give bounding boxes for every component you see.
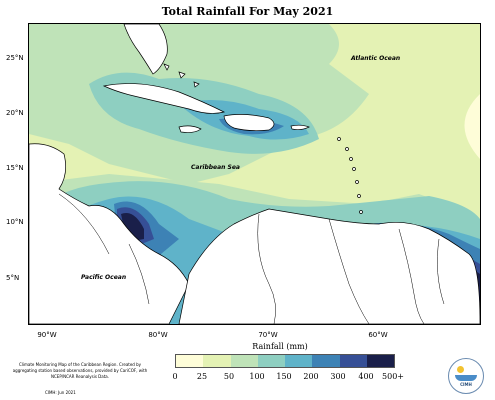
jamaica-land — [178, 125, 202, 133]
colorbar-swatch — [366, 355, 394, 367]
lon-label-90w: 90°W — [37, 331, 57, 339]
colorbar-swatch — [176, 355, 204, 367]
cimh-logo: CIMH — [448, 358, 484, 394]
lat-label-5n: 5°N — [6, 274, 20, 282]
pacific-ocean-label: Pacific Ocean — [81, 274, 127, 281]
sun-icon — [457, 366, 464, 373]
south-america-land — [178, 208, 480, 324]
legend-tick: 150 — [276, 372, 292, 381]
legend-tick: 25 — [196, 372, 208, 381]
atlantic-ocean-label: Atlantic Ocean — [351, 55, 401, 62]
lat-label-15n: 15°N — [6, 164, 24, 172]
colorbar-swatch — [230, 355, 258, 367]
lat-label-20n: 20°N — [6, 109, 24, 117]
lesser-antilles-land — [337, 137, 341, 141]
rainfall-map: Atlantic Ocean Caribbean Sea Pacific Oce… — [28, 23, 481, 325]
map-credit-date: CIMH: Jun 2021 — [45, 390, 76, 395]
north-america-land — [123, 24, 168, 75]
legend-tick: 500+ — [382, 372, 404, 381]
lat-label-25n: 25°N — [6, 54, 24, 62]
bahamas-land — [163, 63, 200, 88]
legend-tick: 400 — [358, 372, 374, 381]
legend-tick: 0 — [172, 372, 178, 381]
caribbean-sea-label: Caribbean Sea — [191, 164, 240, 171]
lon-label-70w: 70°W — [258, 331, 278, 339]
hispaniola-land — [223, 114, 275, 132]
lat-label-10n: 10°N — [6, 218, 24, 226]
rainfall-colorbar — [175, 354, 395, 368]
map-title: Total Rainfall For May 2021 — [161, 5, 334, 18]
country-borders — [58, 193, 445, 324]
legend-tick: 50 — [223, 372, 235, 381]
logo-text: CIMH — [460, 382, 472, 387]
legend-tick: 200 — [303, 372, 319, 381]
map-credit: Climate Monitoring Map of the Caribbean … — [12, 362, 148, 379]
legend-tick: 100 — [249, 372, 265, 381]
colorbar-swatch — [203, 355, 231, 367]
land-masses — [29, 24, 480, 324]
puerto-rico-land — [290, 124, 310, 131]
cuba-land — [102, 83, 225, 114]
wave-icon — [455, 375, 477, 381]
lon-label-60w: 60°W — [368, 331, 388, 339]
legend-tick: 300 — [330, 372, 346, 381]
colorbar-swatch — [339, 355, 367, 367]
map-canvas — [29, 24, 480, 324]
colorbar-swatch — [257, 355, 285, 367]
colorbar-swatch — [285, 355, 313, 367]
lon-label-80w: 80°W — [148, 331, 168, 339]
colorbar-swatch — [312, 355, 340, 367]
legend-title: Rainfall (mm) — [252, 342, 308, 351]
